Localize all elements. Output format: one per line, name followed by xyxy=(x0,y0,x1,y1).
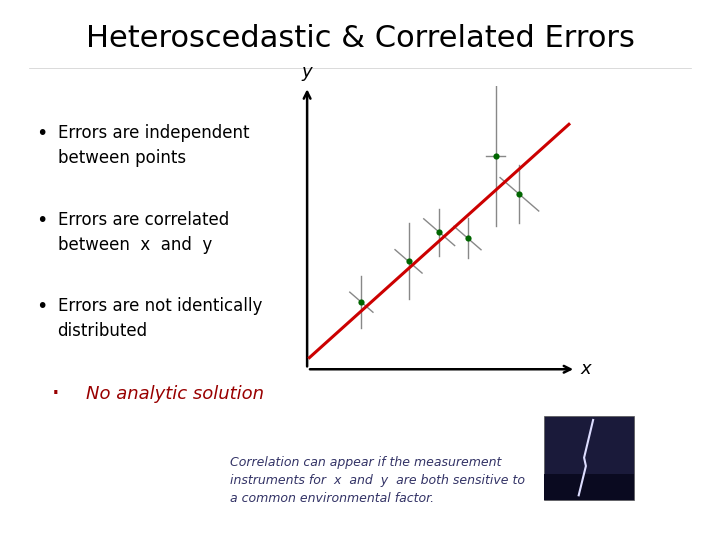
Text: x: x xyxy=(581,360,591,378)
Text: •: • xyxy=(36,297,48,316)
Text: Errors are correlated
between  x  and  y: Errors are correlated between x and y xyxy=(58,211,229,254)
Text: Errors are not identically
distributed: Errors are not identically distributed xyxy=(58,297,262,340)
Point xyxy=(402,257,414,266)
Text: Heteroscedastic & Correlated Errors: Heteroscedastic & Correlated Errors xyxy=(86,24,634,53)
Point xyxy=(433,228,445,237)
Text: y: y xyxy=(302,63,312,80)
Text: Errors are independent
between points: Errors are independent between points xyxy=(58,124,249,167)
Point xyxy=(462,234,473,242)
Point xyxy=(513,190,525,199)
Point xyxy=(356,298,367,307)
Text: No analytic solution: No analytic solution xyxy=(86,385,264,403)
Bar xyxy=(544,475,634,500)
Bar xyxy=(544,416,634,500)
Text: Correlation can appear if the measurement
instruments for  x  and  y  are both s: Correlation can appear if the measuremen… xyxy=(230,456,526,505)
Text: ·: · xyxy=(50,380,60,409)
Text: •: • xyxy=(36,124,48,143)
Text: •: • xyxy=(36,211,48,229)
Point xyxy=(490,152,502,161)
